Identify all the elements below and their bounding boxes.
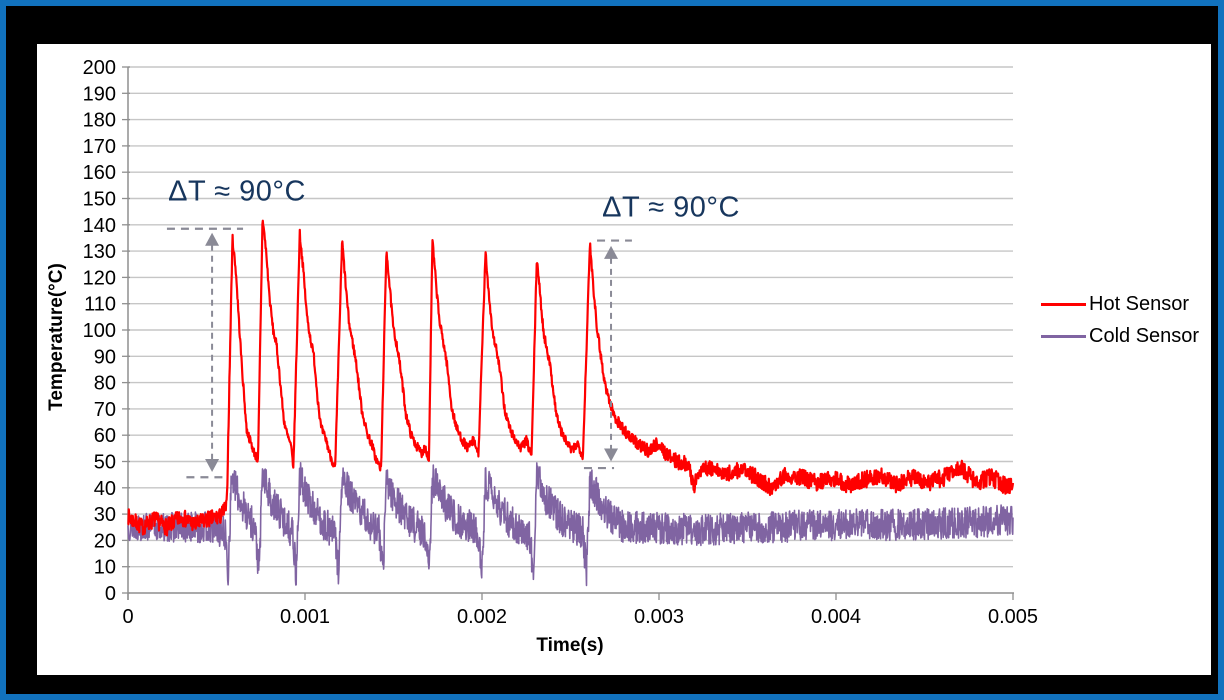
y-axis-title: Temperature(°C): [46, 263, 67, 411]
legend: Hot Sensor Cold Sensor: [1041, 293, 1199, 347]
x-tick-label: 0.005: [988, 606, 1038, 628]
arrow-down-icon: [604, 448, 619, 462]
x-tick-label: 0: [122, 606, 133, 628]
arrow-up-icon: [205, 232, 220, 246]
chart-panel: 0 10 20 30 40 50 60 70 80 90 100 110 120 130 140 150 160…: [37, 44, 1211, 675]
y-tick-label: 80: [94, 373, 116, 395]
y-tick-label: 190: [83, 83, 116, 105]
y-tick-label: 50: [94, 452, 116, 474]
x-tick-label: 0.004: [811, 606, 861, 628]
y-tick-label: 40: [94, 478, 116, 500]
y-tick-label: 0: [105, 583, 116, 605]
legend-item-hot-sensor[interactable]: Hot Sensor: [1041, 293, 1199, 315]
x-axis-title: Time(s): [536, 635, 604, 656]
hot-sensor-line-swatch: [1041, 302, 1086, 306]
arrow-down-icon: [205, 459, 220, 473]
x-tick-label: 0.002: [457, 606, 507, 628]
legend-item-cold-sensor[interactable]: Cold Sensor: [1041, 325, 1199, 347]
y-tick-label: 10: [94, 557, 116, 579]
y-tick-label: 170: [83, 136, 116, 158]
y-tick-label: 20: [94, 530, 116, 552]
y-tick-label: 150: [83, 189, 116, 211]
x-tick-label: 0.001: [280, 606, 330, 628]
series-hot-sensor: [127, 219, 1015, 537]
y-tick-label: 90: [94, 346, 116, 368]
delta-t-annotation-left: ΔT ≈ 90°C: [168, 175, 306, 208]
y-tick-label: 140: [83, 215, 116, 237]
y-tick-label: 110: [84, 294, 116, 316]
cold-sensor-line-swatch: [1041, 334, 1086, 338]
chart-plot-area: 0 10 20 30 40 50 60 70 80 90 100 110 120 130 140 150 160…: [83, 57, 1038, 628]
y-tick-label: 160: [83, 162, 116, 184]
y-tick-label: 30: [94, 504, 116, 526]
x-tick-label: 0.003: [634, 606, 684, 628]
y-tick-label: 60: [94, 425, 116, 447]
y-tick-label: 100: [83, 320, 116, 342]
delta-t-annotation-right: ΔT ≈ 90°C: [602, 191, 740, 224]
series-cold-sensor: [127, 461, 1014, 587]
y-tick-label: 70: [94, 399, 116, 421]
y-tick-label: 120: [83, 267, 116, 289]
y-tick-label: 130: [83, 241, 116, 263]
y-tick-label: 200: [83, 57, 116, 79]
y-tick-label: 180: [83, 110, 116, 132]
legend-label-cold-sensor: Cold Sensor: [1089, 325, 1200, 347]
legend-label-hot-sensor: Hot Sensor: [1089, 293, 1190, 315]
arrow-up-icon: [604, 245, 619, 259]
